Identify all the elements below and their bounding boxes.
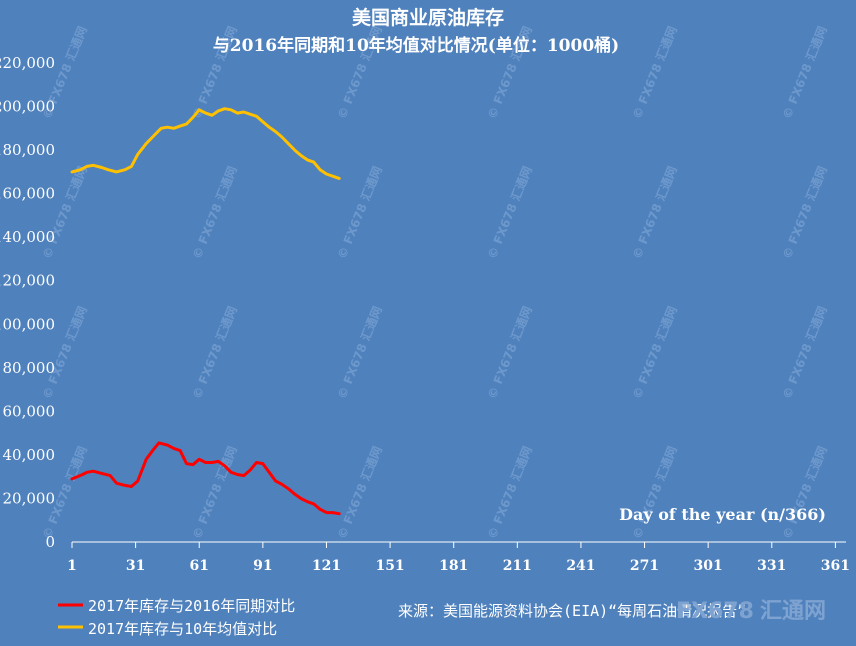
x-tick-label: 31 [126,558,145,574]
watermark-text: © FX678 汇通网 [484,304,535,401]
y-tick-label: 200,000 [0,98,55,116]
x-axis-label: Day of the year (n/366) [619,505,826,524]
x-tick-label: 331 [757,558,786,574]
watermark-text: © FX678 汇通网 [629,24,680,121]
source-note: 来源：美国能源资料协会(EIA)“每周石油情况报告” [398,602,746,620]
x-tick-label: 301 [694,558,723,574]
series-layer [70,107,341,516]
series-line-vs-10yr-avg [70,107,341,180]
watermark-text: © FX678 汇通网 [334,304,385,401]
watermark-text: © FX678 汇通网 [484,164,535,261]
watermark-text: © FX678 汇通网 [779,304,830,401]
y-tick-label: 220,000 [0,54,55,72]
chart-subtitle: 与2016年同期和10年均值对比情况(单位：1000桶) [213,35,619,56]
x-tick-label: 241 [566,558,595,574]
legend-label-10yr: 2017年库存与10年均值对比 [88,620,277,638]
y-tick-label: 140,000 [0,228,55,246]
watermark-text: © FX678 汇通网 [189,444,240,541]
x-tick-label: 211 [503,558,532,574]
legend: 2017年库存与2016年同期对比 2017年库存与10年均值对比 [58,597,295,638]
y-tick-label: 40,000 [3,446,56,464]
y-tick-label: 80,000 [3,359,56,377]
watermark-layer: © FX678 汇通网 © FX678 汇通网 © FX678 汇通网 © FX678… [39,24,830,541]
watermark-text: © FX678 汇通网 [334,444,385,541]
watermark-text: © FX678 汇通网 [189,304,240,401]
y-tick-label: 0 [45,533,55,551]
watermark-text: © FX678 汇通网 [629,304,680,401]
fx678-logo: FX678 汇通网 [676,599,826,624]
y-tick-label: 100,000 [0,315,55,333]
watermark-text: © FX678 汇通网 [629,164,680,261]
watermark-text: © FX678 汇通网 [39,164,90,261]
x-tick-label: 271 [630,558,659,574]
y-tick-label: 160,000 [0,185,55,203]
watermark-text: © FX678 汇通网 [629,444,680,541]
watermark-text: © FX678 汇通网 [334,164,385,261]
x-tick-label: 121 [312,558,341,574]
x-tick-label: 151 [375,558,404,574]
y-tick-label: 180,000 [0,141,55,159]
logo-huitong: 汇通网 [760,599,826,624]
x-tick-label: 361 [821,558,850,574]
y-tick-label: 60,000 [3,402,56,420]
chart-title: 美国商业原油库存 [352,6,504,29]
x-tick-label: 61 [189,558,208,574]
x-tick-label: 181 [439,558,468,574]
logo-fx678: FX678 [676,599,754,624]
x-axis: 1 31 61 91 121 151 181 211 241 271 301 331 361 [67,542,850,574]
x-tick-label: 91 [253,558,272,574]
x-tick-label: 1 [67,558,77,574]
y-axis: 0 20,000 40,000 60,000 80,000 100,000 120,000 1… [0,54,55,551]
watermark-text: © FX678 汇通网 [779,444,830,541]
y-tick-label: 120,000 [0,272,55,290]
watermark-text: © FX678 汇通网 [779,164,830,261]
watermark-text: © FX678 汇通网 [779,24,830,121]
watermark-text: © FX678 汇通网 [189,164,240,261]
y-tick-label: 20,000 [3,489,56,507]
watermark-text: © FX678 汇通网 [484,444,535,541]
legend-label-2016: 2017年库存与2016年同期对比 [88,597,295,615]
series-line-vs-2016 [70,441,341,516]
